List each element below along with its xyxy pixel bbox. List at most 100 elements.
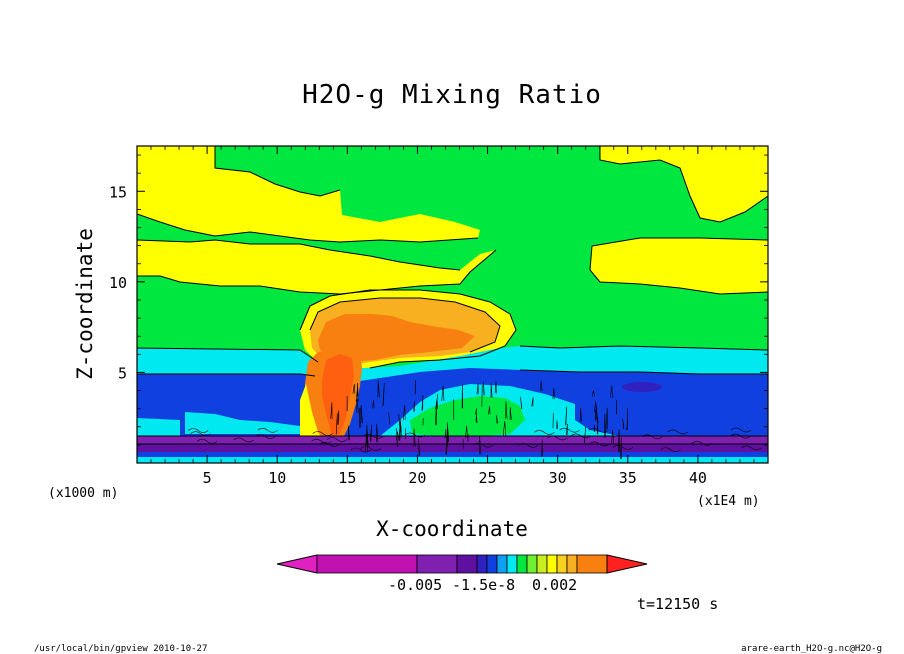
colorbar-swatch-5 — [486, 554, 498, 574]
surface-contour — [350, 447, 371, 453]
colorbar-label-0: -0.005 — [388, 576, 442, 594]
turbulent-contour — [594, 401, 597, 412]
y-axis-ticks: 5 10 15 — [109, 154, 768, 446]
turbulent-contour — [388, 412, 391, 425]
colorbar-swatch-8 — [516, 554, 528, 574]
y-axis-label: Z-coordinate — [73, 228, 97, 380]
surface-contour — [311, 439, 332, 444]
x-axis-ticks: 5 10 15 20 25 30 35 40 — [150, 146, 755, 487]
turbulent-contours — [188, 379, 762, 460]
turbulent-contour — [618, 429, 621, 453]
turbulent-contour — [604, 413, 607, 438]
purple-surface-band — [137, 436, 768, 444]
colorbar — [276, 554, 648, 574]
colorbar-swatch-14 — [576, 554, 608, 574]
turbulent-contour — [531, 397, 534, 407]
turbulent-contour — [447, 431, 449, 441]
colorbar-swatch-13 — [566, 554, 578, 574]
turbulent-contour — [413, 401, 415, 412]
turbulent-contour — [372, 400, 375, 409]
y-tick-label-0: 5 — [118, 364, 127, 382]
core-edge-yellow — [300, 384, 324, 442]
surface-contour — [559, 427, 580, 433]
turbulent-contour — [414, 379, 417, 395]
turbulent-contour — [418, 438, 420, 456]
turbulent-contour — [556, 420, 558, 429]
small-blue-patch — [622, 382, 662, 392]
turbulent-contour — [502, 420, 507, 436]
bottom-blue-band — [137, 452, 768, 457]
footer-right: arare-earth_H2O-g.nc@H2O-g — [741, 644, 882, 654]
x-tick-label-1: 10 — [268, 469, 286, 487]
turbulent-contour — [611, 429, 615, 444]
turbulent-contour — [382, 383, 385, 407]
contour-field — [137, 146, 768, 463]
right-yellow-band — [590, 238, 768, 294]
x-tick-label-7: 40 — [689, 469, 707, 487]
chart-title: H2O-g Mixing Ratio — [302, 80, 602, 110]
colorbar-swatch-6 — [496, 554, 508, 574]
colorbar-right-arrow — [606, 554, 648, 574]
turbulent-contour — [494, 381, 497, 394]
footer-left: /usr/local/bin/gpview 2010-10-27 — [34, 644, 207, 654]
turbulent-contour — [584, 426, 586, 443]
y-unit-label: (x1000 m) — [48, 486, 118, 501]
x-tick-label-5: 30 — [549, 469, 567, 487]
time-annotation: t=12150 s — [637, 595, 718, 613]
turbulent-contour — [356, 398, 359, 413]
colorbar-swatch-7 — [506, 554, 518, 574]
colorbar-swatch-10 — [536, 554, 548, 574]
y-tick-label-2: 15 — [109, 183, 127, 201]
anvil-dark-orange — [318, 314, 475, 362]
turbulent-contour — [541, 439, 543, 457]
turbulent-contour — [337, 410, 340, 425]
surface-contour — [667, 429, 688, 435]
turbulent-contour — [475, 414, 478, 423]
turbulent-contour — [626, 420, 628, 430]
turbulent-contour — [441, 385, 445, 402]
turbulent-contour — [403, 404, 406, 421]
colorbar-swatch-1 — [316, 554, 418, 574]
colorbar-label-1: -1.5e-8 — [452, 576, 515, 594]
turbulent-contour — [335, 413, 338, 435]
turbulent-contour — [605, 407, 608, 430]
turbulent-contour — [444, 428, 447, 439]
turbulent-contour — [509, 407, 512, 421]
core-red-column — [322, 354, 354, 436]
lower-cyan-pocket — [185, 412, 320, 434]
turbulent-contour — [566, 423, 568, 435]
turbulent-contour — [592, 390, 596, 397]
mid-yellow-band — [137, 240, 496, 294]
turbulent-contour — [476, 383, 479, 395]
turbulent-contour — [396, 428, 398, 447]
turbulent-contour — [421, 394, 424, 411]
turbulent-contour — [465, 425, 468, 438]
turbulent-contour — [593, 424, 595, 432]
x-axis-label: X-coordinate — [376, 517, 528, 541]
turbulent-contour — [330, 402, 333, 419]
turbulent-contour — [579, 407, 582, 422]
colorbar-swatch-2 — [416, 554, 458, 574]
turbulent-contour — [359, 405, 362, 416]
turbulent-contour — [552, 388, 556, 400]
turbulent-contour — [377, 380, 380, 398]
turbulent-contour — [496, 415, 498, 424]
surface-contour — [188, 428, 209, 433]
surface-contour — [691, 441, 713, 446]
turbulent-contour — [622, 418, 625, 430]
turbulent-contour — [413, 428, 416, 447]
turbulent-contour — [610, 385, 614, 398]
surface-contour — [257, 428, 278, 433]
x-tick-label-6: 35 — [619, 469, 637, 487]
colorbar-swatch-4 — [476, 554, 488, 574]
turbulent-contour — [461, 384, 464, 409]
turbulent-contour — [347, 425, 350, 441]
surface-contour — [741, 445, 762, 451]
surface-contour — [312, 431, 333, 436]
surface-contour — [404, 432, 426, 438]
blue-layer — [137, 368, 768, 436]
turbulent-contour — [395, 431, 400, 441]
turbulent-contour — [398, 418, 401, 441]
surface-contour — [588, 428, 609, 433]
